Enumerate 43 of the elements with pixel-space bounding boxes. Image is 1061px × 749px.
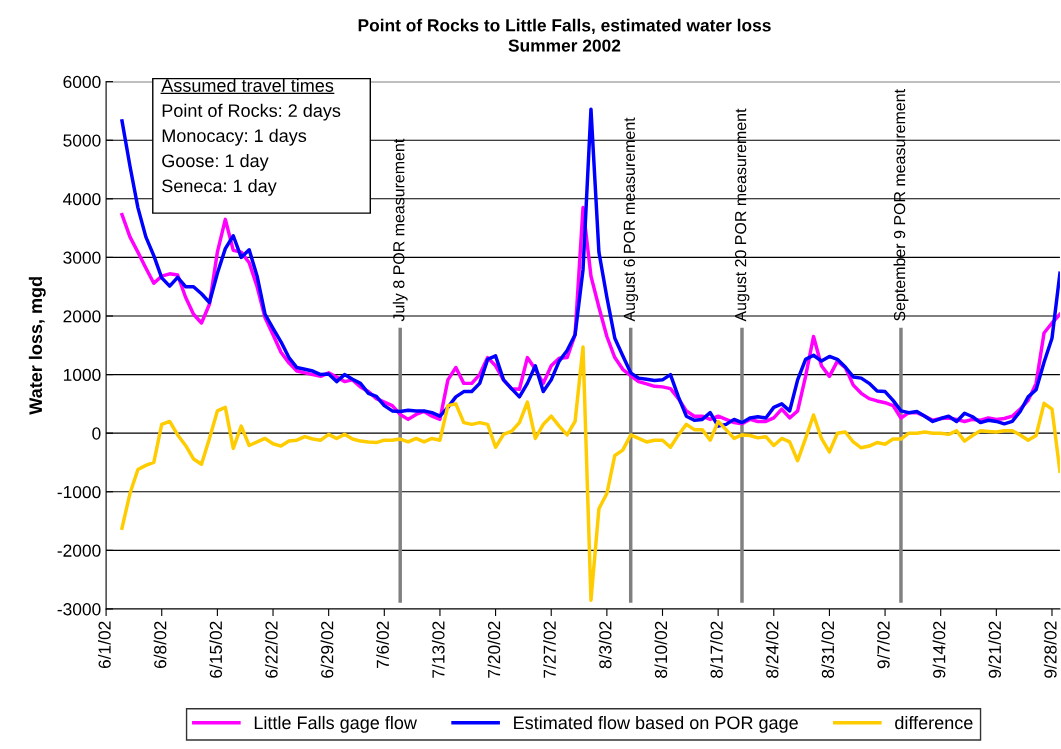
legend-label: Little Falls gage flow: [254, 715, 417, 733]
annotation: Assumed travel times: [161, 78, 334, 92]
y-tick-label: 5000: [63, 134, 101, 147]
legend-label: Estimated flow based on POR gage: [514, 715, 798, 733]
x-tick-label: 8/17/02: [710, 621, 723, 678]
annotation: Goose: 1 day: [162, 153, 269, 171]
x-tick-label: 8/3/02: [598, 621, 612, 669]
y-tick-label: 6000: [63, 75, 101, 89]
ref-line-label: August 6 POR measurement: [623, 117, 639, 322]
y-tick-label: -2000: [57, 544, 101, 557]
y-tick-label: -3000: [57, 603, 101, 616]
annotation: Point of Rocks: 2 days: [162, 103, 341, 121]
legend-label: difference: [895, 715, 973, 730]
x-tick-label: 8/24/02: [765, 621, 779, 678]
x-tick-label: 9/28/02: [1043, 621, 1057, 678]
x-tick-label: 6/15/02: [209, 621, 223, 678]
chart-title: Point of Rocks to Little Falls, estimated water loss: [358, 18, 771, 34]
x-tick-label: 7/6/02: [376, 621, 389, 669]
ref-line-label: September 9 POR measurement: [893, 89, 909, 321]
y-tick-label: 3000: [63, 251, 101, 264]
y-tick-label: 4000: [63, 192, 101, 206]
x-tick-label: 7/20/02: [487, 621, 501, 678]
x-tick-label: 9/14/02: [932, 621, 946, 678]
x-tick-label: 8/10/02: [654, 621, 668, 678]
chart-subtitle: Summer 2002: [508, 39, 621, 52]
x-tick-label: 8/31/02: [821, 621, 835, 678]
x-tick-label: 9/21/02: [988, 621, 1002, 678]
y-tick-label: -1000: [57, 485, 101, 499]
y-tick-label: 2000: [63, 310, 101, 323]
y-axis-title: Water loss, mgd: [28, 277, 46, 415]
x-tick-label: 6/22/02: [264, 621, 278, 678]
x-tick-label: 7/13/02: [431, 621, 445, 678]
x-tick-label: 7/27/02: [543, 621, 556, 678]
ref-line-label: July 8 POR measurement: [392, 138, 408, 322]
x-tick-label: 9/7/02: [876, 621, 890, 669]
x-tick-label: 6/29/02: [320, 621, 334, 678]
y-tick-label: 0: [92, 427, 101, 440]
y-tick-label: 1000: [63, 368, 101, 382]
line-series: [120, 345, 1060, 602]
x-tick-label: 6/8/02: [153, 621, 167, 669]
annotation: Seneca: 1 day: [162, 179, 277, 196]
annotation: Monocacy: 1 days: [162, 128, 307, 146]
x-tick-label: 6/1/02: [98, 621, 111, 669]
